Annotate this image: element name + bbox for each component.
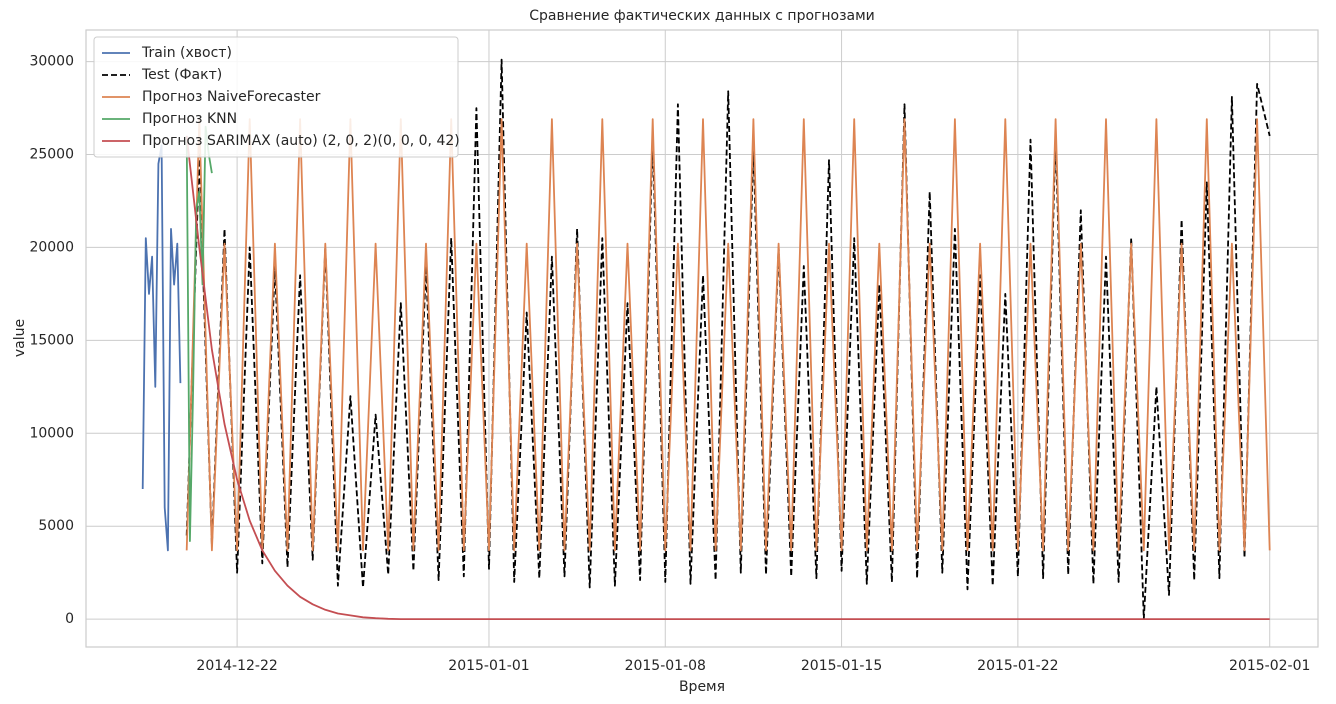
legend-label: Test (Факт) — [141, 67, 222, 83]
x-tick-label: 2015-01-15 — [801, 658, 882, 674]
legend-label: Train (хвост) — [141, 45, 232, 61]
y-axis-label: value — [12, 319, 28, 357]
y-tick-label: 25000 — [29, 147, 74, 163]
plot-frame — [85, 29, 1319, 648]
x-tick-label: 2015-01-08 — [625, 658, 706, 674]
series-line — [185, 118, 1271, 552]
legend-label: Прогноз NaiveForecaster — [142, 89, 321, 105]
legend: Train (хвост) Test (Факт) Прогноз NaiveFor… — [93, 36, 460, 158]
y-tick-label: 20000 — [29, 239, 74, 255]
y-tick-label: 15000 — [29, 332, 74, 348]
x-tick-label: 2015-01-22 — [977, 658, 1058, 674]
legend-box — [93, 36, 459, 158]
x-tick-label: 2015-01-01 — [448, 658, 529, 674]
legend-label: Прогноз SARIMAX (auto) (2, 0, 2)(0, 0, 0… — [142, 133, 460, 149]
series-line — [185, 135, 1270, 620]
y-tick-label: 5000 — [38, 518, 74, 534]
y-tick-label: 30000 — [29, 54, 74, 70]
y-tick-label: 10000 — [29, 425, 74, 441]
y-tick-label: 0 — [65, 611, 74, 627]
chart-title: Сравнение фактических данных с прогнозам… — [529, 8, 875, 24]
legend-label: Прогноз KNN — [142, 111, 237, 127]
x-axis-label: Время — [679, 679, 725, 695]
x-tick-label: 2014-12-22 — [196, 658, 277, 674]
x-tick-label: 2015-02-01 — [1229, 658, 1310, 674]
